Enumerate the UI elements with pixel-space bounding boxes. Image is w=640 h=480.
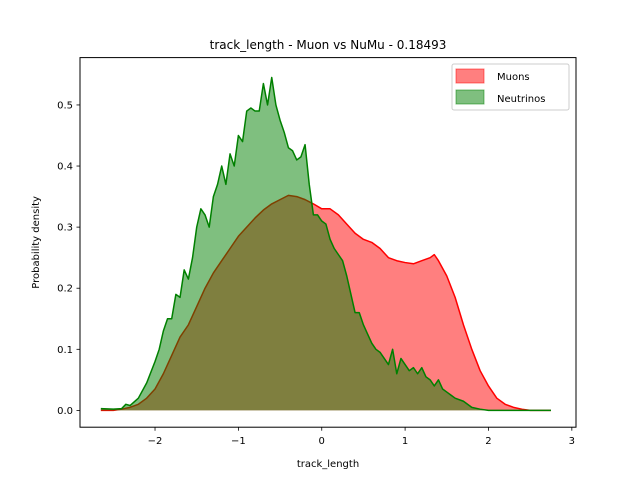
x-tick-label: 2 (485, 436, 491, 447)
x-tick-label: −1 (231, 436, 246, 447)
y-tick-label: 0.5 (57, 100, 73, 111)
x-tick-label: 3 (569, 436, 575, 447)
legend-label-neutrinos: Neutrinos (497, 94, 545, 105)
x-tick-label: 1 (402, 436, 408, 447)
y-tick-label: 0.3 (57, 223, 73, 234)
line-neutrinos (100, 76, 551, 412)
y-tick-label: 0.2 (57, 284, 73, 295)
plot-area (100, 76, 551, 412)
y-tick-label: 0.4 (57, 162, 73, 173)
chart-title: track_length - Muon vs NuMu - 0.18493 (210, 38, 447, 52)
y-axis: 0.0 0.1 0.2 0.3 0.4 0.5 (57, 100, 80, 417)
legend-swatch-neutrinos (455, 89, 485, 105)
x-tick-label: −2 (148, 436, 163, 447)
y-axis-label: Probability density (31, 196, 42, 289)
legend: Muons Neutrinos (451, 63, 570, 111)
x-tick-label: 0 (319, 436, 325, 447)
y-tick-label: 0.1 (57, 345, 73, 356)
legend-swatch-muons (455, 68, 485, 84)
area-neutrinos (100, 77, 551, 411)
x-axis-label: track_length (297, 459, 359, 470)
axes-frame (79, 57, 577, 428)
legend-label-muons: Muons (497, 72, 530, 83)
y-tick-label: 0.0 (57, 406, 73, 417)
x-axis: −2 −1 0 1 2 3 (148, 427, 575, 447)
